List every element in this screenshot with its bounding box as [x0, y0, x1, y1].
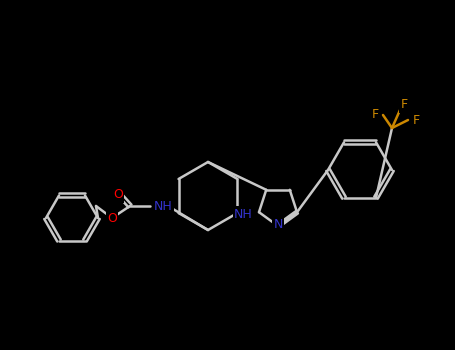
Text: O: O — [107, 211, 117, 224]
Text: F: F — [371, 108, 379, 121]
Text: NH: NH — [234, 208, 253, 221]
Text: O: O — [113, 189, 123, 202]
Text: F: F — [400, 98, 408, 112]
Text: N: N — [273, 217, 283, 231]
Text: F: F — [412, 113, 420, 126]
Text: NH: NH — [154, 199, 173, 212]
